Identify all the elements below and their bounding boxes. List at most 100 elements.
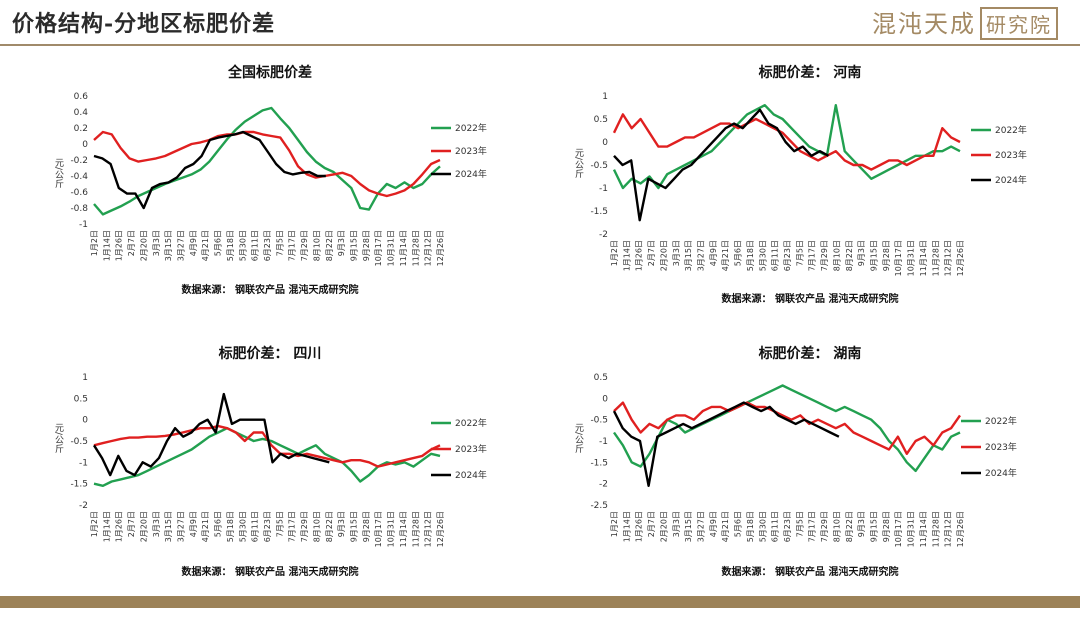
x-tick-label: 5月6日 bbox=[734, 511, 743, 537]
x-tick-label: 6月23日 bbox=[783, 240, 792, 271]
x-tick-label: 9月3日 bbox=[337, 511, 346, 537]
chart-panel-henan: 标肥价差： 河南 元/公斤 1 0.5 0 -0.5 -1 -1.5 -2 1月2日 1月14日… bbox=[540, 62, 1080, 337]
x-tick-label: 5月18日 bbox=[226, 230, 235, 261]
y-tick-label: 1 bbox=[82, 373, 88, 383]
legend-label: 2022年 bbox=[455, 417, 487, 429]
x-tick-label: 11月28日 bbox=[411, 511, 420, 547]
legend-label: 2023年 bbox=[455, 145, 487, 157]
y-tick-label: -0.5 bbox=[590, 161, 608, 171]
legend-label: 2024年 bbox=[995, 174, 1027, 186]
chart-title: 全国标肥价差 bbox=[228, 65, 312, 81]
x-tick-label: 9月3日 bbox=[857, 511, 866, 537]
x-tick-label: 10月17日 bbox=[374, 511, 383, 547]
chart-title: 标肥价差： 四川 bbox=[218, 346, 322, 362]
y-axis-unit: 元/公斤 bbox=[53, 158, 63, 189]
x-tick-label: 5月6日 bbox=[214, 230, 223, 256]
x-tick-label: 4月21日 bbox=[201, 230, 210, 261]
x-tick-label: 12月26日 bbox=[436, 511, 445, 547]
x-tick-label: 9月28日 bbox=[882, 240, 891, 271]
x-tick-label: 1月26日 bbox=[635, 240, 644, 271]
y-tick-label: -2 bbox=[599, 230, 608, 240]
data-source: 数据来源： 钢联农产品 混沌天成研究院 bbox=[181, 285, 359, 296]
x-tick-label: 8月10日 bbox=[832, 511, 841, 542]
y-tick-label: -0.5 bbox=[590, 416, 608, 426]
x-tick-label: 6月11日 bbox=[251, 230, 260, 261]
x-tick-label: 5月6日 bbox=[214, 511, 223, 537]
x-tick-label: 3月15日 bbox=[164, 511, 173, 542]
x-tick-label: 3月27日 bbox=[697, 511, 706, 542]
x-tick-label: 5月30日 bbox=[238, 511, 247, 542]
series-line-2023年 bbox=[613, 401, 961, 456]
x-tick-label: 4月9日 bbox=[189, 511, 198, 537]
x-tick-label: 7月17日 bbox=[288, 511, 297, 542]
x-tick-label: 6月11日 bbox=[771, 511, 780, 542]
y-axis-unit: 元/公斤 bbox=[573, 148, 583, 179]
x-tick-label: 3月3日 bbox=[672, 240, 681, 266]
y-tick-label: 0 bbox=[82, 416, 88, 426]
x-tick-label: 1月14日 bbox=[102, 511, 111, 542]
series-line-2023年 bbox=[612, 113, 961, 171]
legend-label: 2024年 bbox=[455, 469, 487, 481]
x-tick-label: 1月26日 bbox=[115, 511, 124, 542]
y-tick-label: -2 bbox=[599, 480, 608, 490]
x-tick-label: 5月6日 bbox=[734, 240, 743, 266]
x-tick-label: 7月29日 bbox=[820, 240, 829, 271]
legend-label: 2024年 bbox=[455, 168, 487, 180]
x-tick-label: 8月10日 bbox=[312, 511, 321, 542]
x-tick-label: 2月7日 bbox=[647, 240, 656, 266]
logo-text: 混沌天成 bbox=[872, 10, 976, 38]
x-tick-label: 2月7日 bbox=[127, 230, 136, 256]
x-tick-label: 3月15日 bbox=[684, 240, 693, 271]
x-tick-label: 1月14日 bbox=[102, 230, 111, 261]
x-tick-label: 7月5日 bbox=[275, 230, 284, 256]
y-tick-label: -0.5 bbox=[70, 437, 88, 447]
x-tick-label: 8月10日 bbox=[312, 230, 321, 261]
x-tick-label: 3月3日 bbox=[152, 511, 161, 537]
x-tick-label: 9月15日 bbox=[350, 511, 359, 542]
x-tick-label: 3月15日 bbox=[684, 511, 693, 542]
data-source: 数据来源： 钢联农产品 混沌天成研究院 bbox=[721, 567, 899, 578]
y-tick-label: -0.6 bbox=[70, 188, 88, 198]
data-source: 数据来源： 钢联农产品 混沌天成研究院 bbox=[721, 294, 899, 305]
x-tick-label: 5月18日 bbox=[226, 511, 235, 542]
y-tick-label: -1 bbox=[79, 220, 88, 230]
x-tick-label: 4月21日 bbox=[721, 240, 730, 271]
y-tick-label: -0.4 bbox=[70, 172, 88, 182]
legend-label: 2022年 bbox=[995, 124, 1027, 136]
x-tick-label: 12月12日 bbox=[424, 511, 433, 547]
x-tick-label: 11月14日 bbox=[919, 240, 928, 276]
x-tick-label: 3月15日 bbox=[164, 230, 173, 261]
y-tick-label: -2.5 bbox=[590, 501, 608, 511]
x-tick-label: 1月14日 bbox=[622, 240, 631, 271]
x-tick-label: 3月27日 bbox=[697, 240, 706, 271]
page-header-title: 价格结构-分地区标肥价差 bbox=[12, 11, 276, 37]
x-tick-label: 12月12日 bbox=[944, 511, 953, 547]
x-tick-label: 7月5日 bbox=[275, 511, 284, 537]
x-tick-label: 10月17日 bbox=[894, 240, 903, 276]
x-tick-label: 12月26日 bbox=[956, 240, 965, 276]
x-tick-label: 6月23日 bbox=[263, 511, 272, 542]
chart-panel-hunan: 标肥价差： 湖南 元/公斤 0.5 0 -0.5 -1 -1.5 -2 -2.5 1月2日 1月… bbox=[540, 343, 1080, 618]
series-line-2024年 bbox=[92, 392, 330, 477]
x-tick-label: 11月14日 bbox=[399, 511, 408, 547]
y-tick-label: 0.5 bbox=[594, 115, 608, 125]
x-tick-label: 2月20日 bbox=[139, 511, 148, 542]
legend-label: 2022年 bbox=[455, 122, 487, 134]
series-line-2024年 bbox=[613, 108, 830, 222]
y-tick-label: 0.2 bbox=[74, 124, 88, 134]
series-line-2023年 bbox=[93, 130, 441, 198]
x-tick-label: 7月5日 bbox=[795, 240, 804, 266]
x-tick-label: 9月28日 bbox=[882, 511, 891, 542]
x-tick-label: 11月14日 bbox=[399, 230, 408, 266]
x-tick-label: 11月28日 bbox=[931, 511, 940, 547]
x-tick-label: 5月30日 bbox=[238, 230, 247, 261]
x-tick-label: 8月22日 bbox=[325, 511, 334, 542]
y-tick-label: -1.5 bbox=[590, 458, 608, 468]
legend-label: 2022年 bbox=[985, 415, 1017, 427]
y-tick-label: -1 bbox=[599, 184, 608, 194]
x-tick-label: 9月3日 bbox=[857, 240, 866, 266]
y-tick-label: 0.4 bbox=[74, 108, 89, 118]
x-tick-label: 10月17日 bbox=[374, 230, 383, 266]
y-tick-label: 0.5 bbox=[74, 394, 88, 404]
